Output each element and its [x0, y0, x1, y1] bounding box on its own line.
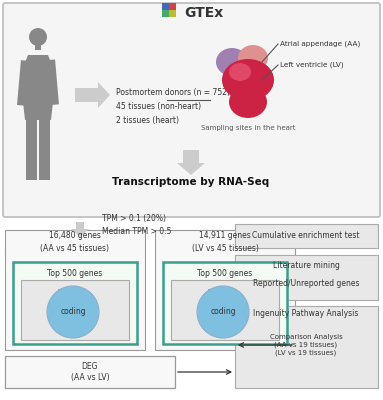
Circle shape	[47, 286, 99, 338]
Text: Top 500 genes: Top 500 genes	[47, 270, 103, 278]
Bar	[17, 60, 29, 106]
Text: GTEx: GTEx	[184, 6, 223, 20]
Bar	[47, 60, 59, 105]
Text: Postmortem donors (n = 752)
45 tissues (non-heart)
2 tissues (heart): Postmortem donors (n = 752) 45 tissues (…	[116, 88, 230, 125]
Text: specific
/enhanced: specific /enhanced	[202, 288, 240, 302]
FancyBboxPatch shape	[5, 230, 145, 350]
Polygon shape	[75, 82, 110, 108]
Ellipse shape	[222, 59, 274, 101]
FancyBboxPatch shape	[235, 255, 378, 300]
Text: Top 500 genes: Top 500 genes	[197, 270, 253, 278]
Text: coding: coding	[210, 308, 236, 316]
FancyBboxPatch shape	[5, 356, 175, 388]
Text: Atrial appendage (AA): Atrial appendage (AA)	[280, 41, 360, 47]
Text: Ingenuity Pathway Analysis: Ingenuity Pathway Analysis	[253, 310, 359, 318]
Text: Comparison Analysis
(AA vs 19 tissues)
(LV vs 19 tissues): Comparison Analysis (AA vs 19 tissues) (…	[270, 334, 342, 356]
Text: Left ventricle (LV): Left ventricle (LV)	[280, 62, 344, 68]
Ellipse shape	[238, 45, 268, 71]
Text: coding: coding	[60, 308, 86, 316]
Text: specific
/enhanced: specific /enhanced	[52, 288, 90, 302]
Text: Transcriptome by RNA-Seq: Transcriptome by RNA-Seq	[112, 177, 270, 187]
Bar	[169, 3, 176, 10]
FancyBboxPatch shape	[163, 262, 287, 344]
FancyArrow shape	[177, 150, 205, 175]
Ellipse shape	[229, 86, 267, 118]
Text: Literature mining: Literature mining	[273, 262, 339, 270]
Text: DEG
(AA vs LV): DEG (AA vs LV)	[71, 362, 109, 382]
Bar	[35, 40, 41, 50]
Bar	[162, 3, 169, 10]
Text: 14,911 genes
(LV vs 45 tissues): 14,911 genes (LV vs 45 tissues)	[192, 231, 259, 253]
FancyArrow shape	[71, 222, 89, 237]
Circle shape	[197, 286, 249, 338]
Bar	[39, 120, 50, 180]
FancyBboxPatch shape	[13, 262, 137, 344]
Bar	[162, 10, 169, 17]
FancyBboxPatch shape	[3, 3, 380, 217]
Bar	[26, 120, 37, 180]
Bar	[169, 10, 176, 17]
FancyBboxPatch shape	[235, 306, 378, 388]
Text: TPM > 0.1 (20%)
Median TPM > 0.5: TPM > 0.1 (20%) Median TPM > 0.5	[102, 214, 171, 236]
Text: 16,480 genes
(AA vs 45 tissues): 16,480 genes (AA vs 45 tissues)	[41, 231, 110, 253]
Text: Reported/Unreported genes: Reported/Unreported genes	[253, 280, 359, 288]
Polygon shape	[20, 55, 56, 120]
FancyBboxPatch shape	[235, 224, 378, 248]
FancyBboxPatch shape	[21, 280, 129, 340]
Ellipse shape	[229, 63, 251, 81]
FancyBboxPatch shape	[171, 280, 279, 340]
Ellipse shape	[216, 48, 248, 76]
Text: Cumulative enrichment test: Cumulative enrichment test	[252, 232, 360, 240]
FancyBboxPatch shape	[155, 230, 295, 350]
Circle shape	[29, 28, 47, 46]
Text: Sampling sites in the heart: Sampling sites in the heart	[201, 125, 295, 131]
